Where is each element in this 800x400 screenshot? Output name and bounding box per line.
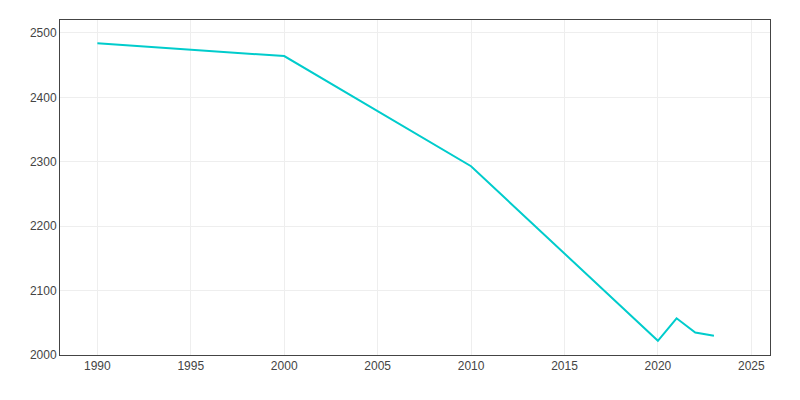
svg-text:2300: 2300 [30,155,57,169]
svg-text:2000: 2000 [30,348,57,362]
svg-text:2020: 2020 [645,359,672,373]
svg-text:2000: 2000 [271,359,298,373]
svg-text:2100: 2100 [30,284,57,298]
svg-text:2200: 2200 [30,219,57,233]
svg-text:2025: 2025 [738,359,765,373]
svg-text:2500: 2500 [30,26,57,40]
svg-text:2010: 2010 [458,359,485,373]
svg-text:1990: 1990 [84,359,111,373]
svg-text:2015: 2015 [551,359,578,373]
svg-text:2400: 2400 [30,91,57,105]
svg-text:1995: 1995 [177,359,204,373]
svg-text:2005: 2005 [364,359,391,373]
